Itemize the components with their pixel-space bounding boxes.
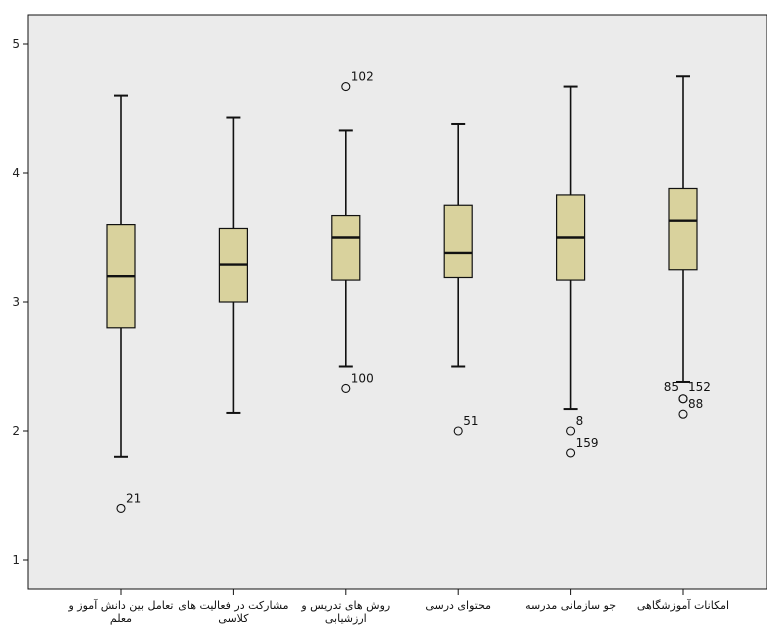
iqr-box [443, 204, 473, 279]
y-tick-label: 3 [12, 295, 20, 309]
outlier-label: 21 [126, 491, 141, 505]
box-group: 51 [443, 122, 478, 436]
box-group [218, 116, 248, 414]
outlier-point [566, 448, 576, 458]
x-tick-label: محتوای درسی [425, 599, 491, 612]
outlier-label: 85 [664, 380, 679, 394]
outlier-label: 8 [576, 414, 584, 428]
outlier-label: 102 [351, 70, 374, 84]
box-group: 85 152 88 [664, 75, 711, 419]
outlier-point [116, 503, 126, 513]
iqr-box [331, 214, 361, 281]
boxes: 21 102 100 51 8 159 85 152 88 [106, 70, 711, 513]
box-group: 21 [106, 94, 141, 513]
outlier-point [453, 426, 463, 436]
outlier-label: 159 [576, 436, 599, 450]
outlier-point [341, 82, 351, 92]
x-tick-label: ارزشیابی [325, 612, 367, 625]
y-tick-label: 1 [12, 553, 20, 567]
y-axis: 1 2 3 4 5 [12, 37, 28, 567]
x-tick-label: امکانات آموزشگاهی [637, 598, 729, 612]
outlier-point [678, 394, 688, 404]
y-tick-label: 2 [12, 424, 20, 438]
outlier-label: 88 [688, 397, 703, 411]
y-tick-label: 4 [12, 166, 20, 180]
plot-area [27, 14, 767, 590]
x-tick-label: تعامل بین دانش آموز و [68, 598, 174, 612]
x-tick-label: کلاسی [218, 612, 249, 625]
box-group: 8 159 [555, 85, 599, 458]
box-group: 102 100 [331, 70, 374, 393]
x-tick-label: جو سازمانی مدرسه [525, 599, 616, 612]
outlier-point [678, 409, 688, 419]
x-tick-label: مشارکت در فعالیت های [178, 599, 288, 612]
outlier-point [341, 383, 351, 393]
iqr-box [668, 187, 698, 271]
outlier-label: 100 [351, 371, 374, 385]
outlier-label: 51 [463, 414, 478, 428]
x-tick-label: معلم [110, 612, 132, 625]
y-tick-label: 5 [12, 37, 20, 51]
outlier-point [566, 426, 576, 436]
outlier-label: 152 [688, 380, 711, 394]
x-tick-label: روش های تدریس و [300, 599, 390, 612]
